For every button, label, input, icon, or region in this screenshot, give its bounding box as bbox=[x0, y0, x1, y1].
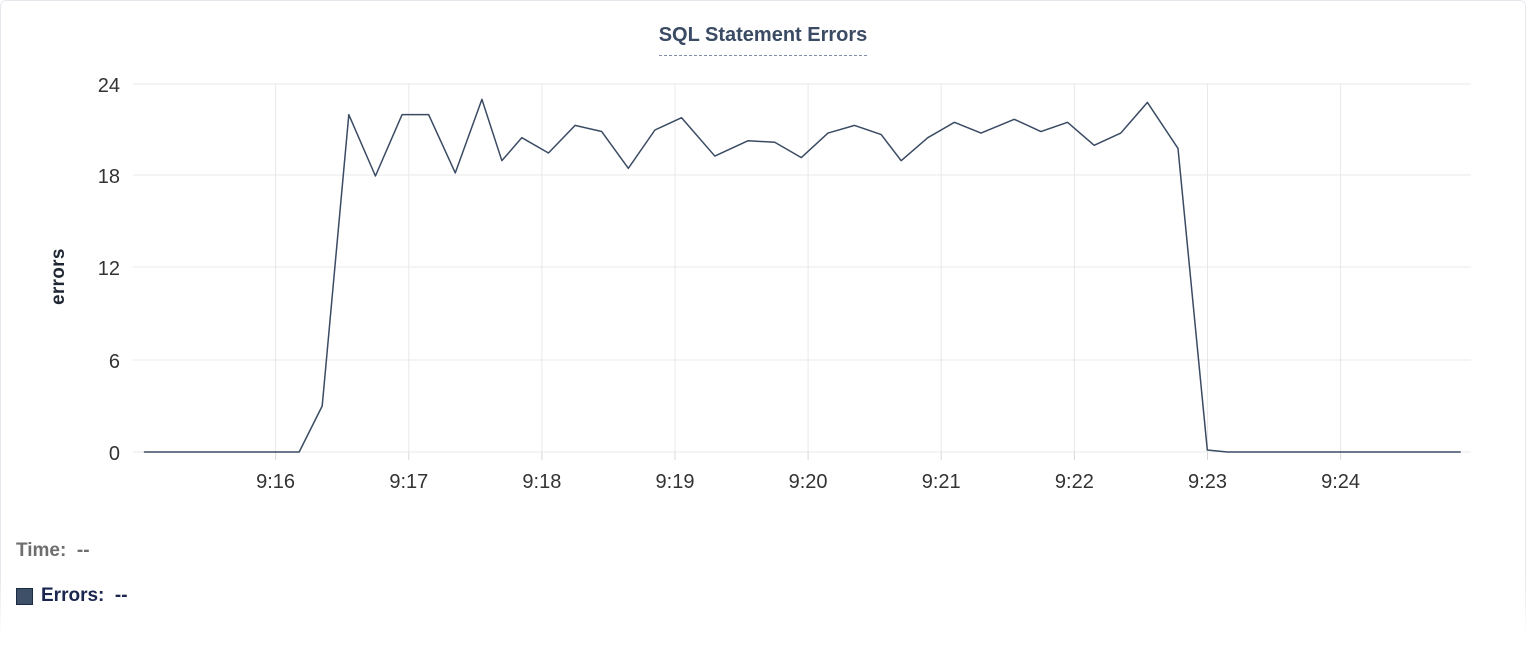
svg-text:9:16: 9:16 bbox=[256, 471, 295, 493]
svg-text:9:22: 9:22 bbox=[1055, 471, 1094, 493]
svg-text:6: 6 bbox=[109, 351, 120, 373]
svg-text:9:20: 9:20 bbox=[789, 471, 828, 493]
svg-text:9:18: 9:18 bbox=[522, 471, 561, 493]
svg-text:12: 12 bbox=[98, 258, 120, 280]
svg-text:9:17: 9:17 bbox=[389, 471, 428, 493]
svg-text:9:23: 9:23 bbox=[1188, 471, 1227, 493]
svg-text:24: 24 bbox=[98, 75, 120, 97]
svg-text:9:19: 9:19 bbox=[656, 471, 695, 493]
svg-text:18: 18 bbox=[98, 166, 120, 188]
svg-text:9:21: 9:21 bbox=[922, 471, 961, 493]
svg-text:0: 0 bbox=[109, 443, 120, 465]
svg-text:9:24: 9:24 bbox=[1321, 471, 1360, 493]
